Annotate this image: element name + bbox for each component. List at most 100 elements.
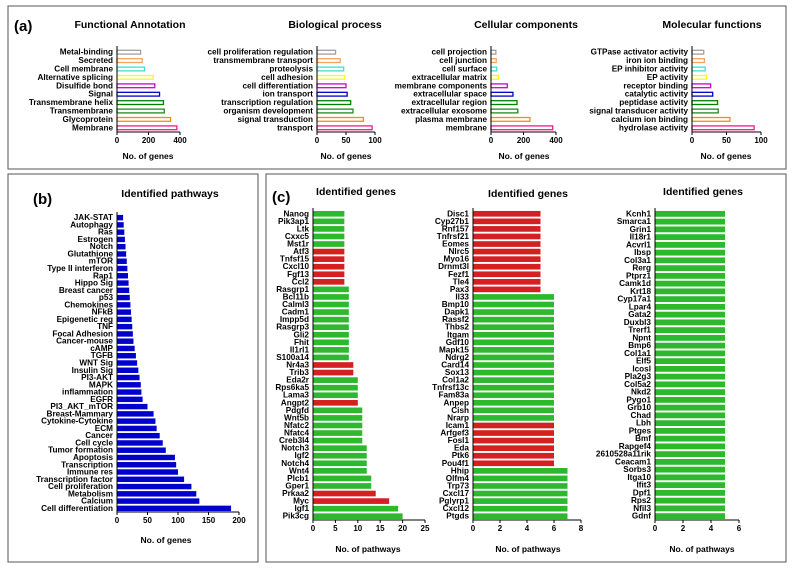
category-label: Ras [98,228,113,237]
bar [313,437,363,444]
bar [117,302,131,308]
category-label: PI3-AKT [81,373,113,382]
x-tick-label: 0 [653,524,658,533]
x-tick-label: 20 [398,524,407,533]
bar [655,280,725,287]
bar [117,265,128,272]
category-label: Trerf1 [628,326,651,335]
bar [316,125,373,131]
category-label: transcription regulation [221,98,313,107]
bar [117,273,128,279]
chart-cellular-components: Cellular components No. of genes cell pr… [395,19,578,161]
bar [116,116,172,122]
category-label: Wnt5b [284,413,309,422]
bar [473,430,554,436]
bar [316,49,337,55]
bar [490,91,514,97]
category-label: Trib3 [289,368,309,377]
x-tick-label: 0 [115,136,120,145]
bar [313,460,367,467]
bar [691,116,731,122]
bar [473,316,554,323]
category-label: Rps6ka5 [275,383,309,392]
bar [473,490,568,497]
bar [691,66,706,72]
category-label: extracellular region [411,98,487,107]
bar [313,445,367,452]
bar [655,443,725,450]
x-tick-label: 100 [368,136,382,145]
bar [117,338,134,344]
bar [117,243,126,250]
bar [473,399,554,406]
bar [316,58,341,64]
category-label: cell junction [439,56,487,65]
category-label: Cytokine-Cytokine [41,417,113,426]
category-label: Metal-binding [60,48,113,57]
category-label: Pik3ap1 [278,217,309,226]
bar [655,451,725,458]
category-label: Krt18 [630,287,651,296]
category-label: Ptprz1 [626,271,651,280]
category-label: Ceacam1 [615,457,651,466]
bar [655,420,725,427]
bar [117,236,125,243]
x-tick-label: 0 [471,524,476,533]
chart-title: Identified genes [663,186,743,198]
category-label: Autophagy [70,220,113,229]
bar [117,360,138,366]
category-label: Nfatc2 [284,421,309,430]
category-label: Epigenetic reg [57,315,113,324]
bar [117,309,132,315]
category-label: MAPK [89,380,113,389]
x-tick-label: 50 [143,516,152,525]
x-axis-label: No. of genes [320,151,371,161]
bar [117,491,197,497]
chart-title: Cellular components [474,19,578,31]
x-tick-label: 100 [754,136,768,145]
bar [490,116,531,122]
bar [473,331,554,338]
chart-molecular-functions: Molecular functions No. of genes GTPase … [589,19,768,161]
category-label: Cell proliferation [48,482,113,491]
category-label: Bmf [635,434,651,443]
chart-functional-annotation: Functional Annotation No. of genes Metal… [29,19,187,161]
category-label: Rap1 [93,271,113,280]
category-label: Apoptosis [73,453,113,462]
category-label: Alternative splicing [37,73,113,82]
chart-title: Identified genes [316,186,396,198]
bar [473,407,554,414]
category-label: Calml3 [282,300,309,309]
bar [473,278,541,285]
x-tick-label: 200 [232,516,246,525]
chart-title: Identified genes [488,188,568,200]
category-label: Smarca1 [617,217,652,226]
bar [473,294,554,300]
category-label: catalytic activity [625,90,689,99]
bar [473,256,541,262]
bar [473,422,554,429]
bar [473,286,541,293]
category-label: Rasgrp3 [276,323,309,332]
category-label: cAMP [90,344,113,353]
bar [655,474,725,481]
category-label: Dpf1 [633,488,652,497]
bar [655,303,725,310]
bar [655,396,725,403]
category-label: Fam83a [439,391,470,400]
bar [117,447,166,453]
bar [691,125,755,131]
bar [473,301,554,308]
bar [117,440,163,446]
bar [473,324,554,331]
category-label: Eda [454,444,469,453]
bar [313,498,390,504]
x-tick-label: 2 [681,524,686,533]
bar [117,483,192,490]
category-label: Ltk [297,224,310,233]
category-label: EP activity [647,73,689,82]
category-label: Tumor formation [48,446,113,455]
category-label: Calcium [81,497,113,506]
category-label: Elf5 [636,357,651,366]
